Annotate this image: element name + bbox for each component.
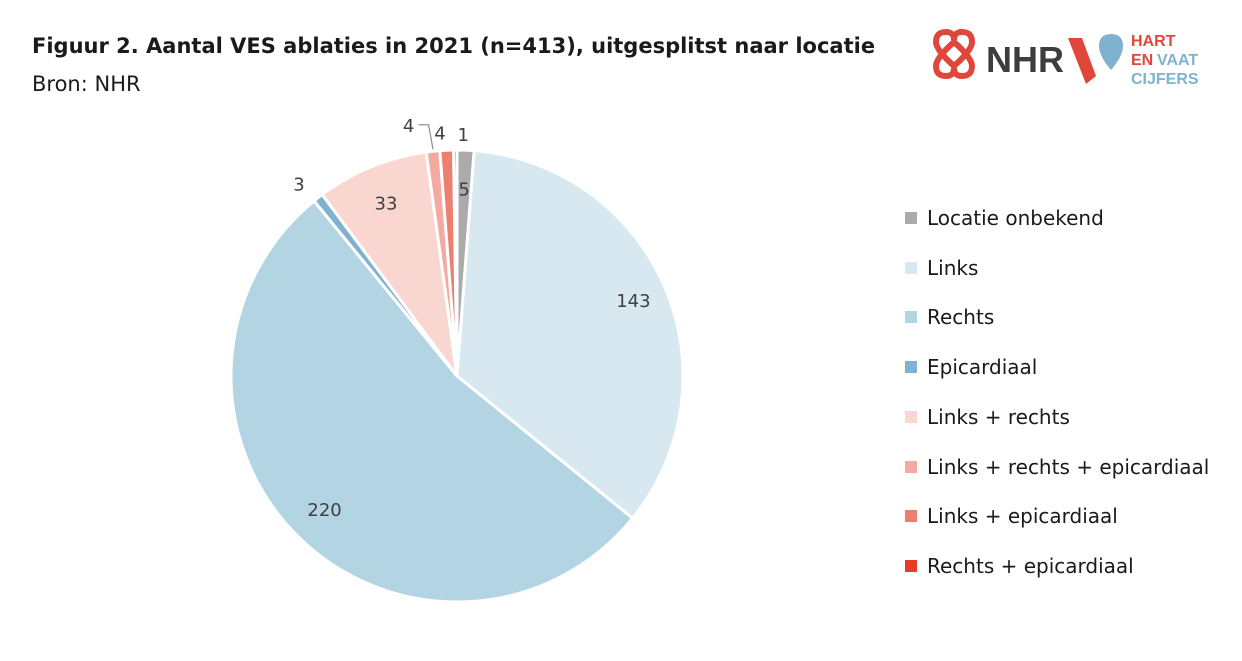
legend-item-links: Links	[905, 254, 978, 282]
data-label-links: 143	[616, 291, 650, 312]
legend-label: Rechts + epicardiaal	[927, 553, 1134, 578]
nhr-heart-symbol-icon	[932, 28, 976, 80]
legend-label: Rechts	[927, 305, 995, 330]
data-label-locatie-onbekend: 5	[458, 180, 469, 201]
pie-slice-rechts	[229, 198, 635, 604]
chart-source: Bron: NHR	[32, 72, 141, 96]
pie-slice-links-rechts	[320, 150, 459, 377]
legend-label: Links + epicardiaal	[927, 504, 1118, 529]
legend-swatch	[905, 559, 917, 572]
pie-slice-links	[455, 149, 685, 521]
legend-label: Epicardiaal	[927, 355, 1038, 380]
legend-label: Locatie onbekend	[927, 206, 1104, 230]
chart-title: Figuur 2. Aantal VES ablaties in 2021 (n…	[32, 34, 876, 58]
nhr-logo: NHR HART EN VAAT CIJFERS	[932, 28, 1199, 88]
legend-item-links-rechts-epicardiaal: Links + rechts + epicardiaal	[905, 453, 1209, 481]
legend-swatch	[905, 410, 917, 423]
leader-line-links-rechts-epicardiaal	[418, 124, 434, 150]
hart-line2b-text: VAAT	[1157, 52, 1198, 69]
hart-line2a-text: EN	[1131, 52, 1153, 69]
legend-swatch	[905, 460, 917, 473]
legend-label: Links	[927, 255, 979, 280]
nhr-logo-text: NHR	[986, 39, 1064, 80]
pie-slice-rechts-epicardiaal	[452, 148, 459, 377]
hart-line3-text: CIJFERS	[1131, 71, 1199, 88]
legend-item-links-rechts: Links + rechts	[905, 403, 1070, 431]
legend-swatch	[905, 212, 917, 224]
data-label-rechts-epicardiaal: 1	[457, 125, 468, 146]
legend-swatch	[905, 510, 917, 523]
legend-item-epicardiaal: Epicardiaal	[905, 353, 1037, 381]
data-label-links-epicardiaal: 4	[434, 123, 445, 144]
legend-item-rechts-epicardiaal: Rechts + epicardiaal	[905, 552, 1134, 580]
pie-slices	[229, 148, 685, 604]
legend-item-locatie-onbekend: Locatie onbekend	[905, 204, 1104, 232]
legend-label: Links + rechts	[927, 404, 1070, 429]
data-label-links-rechts: 33	[375, 193, 398, 214]
data-label-epicardiaal: 3	[293, 174, 304, 195]
legend-label: Links + rechts + epicardiaal	[927, 454, 1210, 479]
hart-line1-text: HART	[1131, 33, 1176, 50]
hart-en-vaat-v-icon	[1068, 38, 1096, 84]
data-label-links-rechts-epicardiaal: 4	[403, 116, 414, 137]
legend-swatch	[905, 361, 917, 374]
legend-item-rechts: Rechts	[905, 303, 994, 331]
hart-en-vaat-drop-icon	[1099, 34, 1123, 70]
data-label-rechts: 220	[307, 500, 341, 521]
legend-swatch	[905, 261, 917, 274]
legend-item-links-epicardiaal: Links + epicardiaal	[905, 502, 1118, 530]
leader-lines	[418, 124, 434, 150]
legend-swatch	[905, 311, 917, 324]
